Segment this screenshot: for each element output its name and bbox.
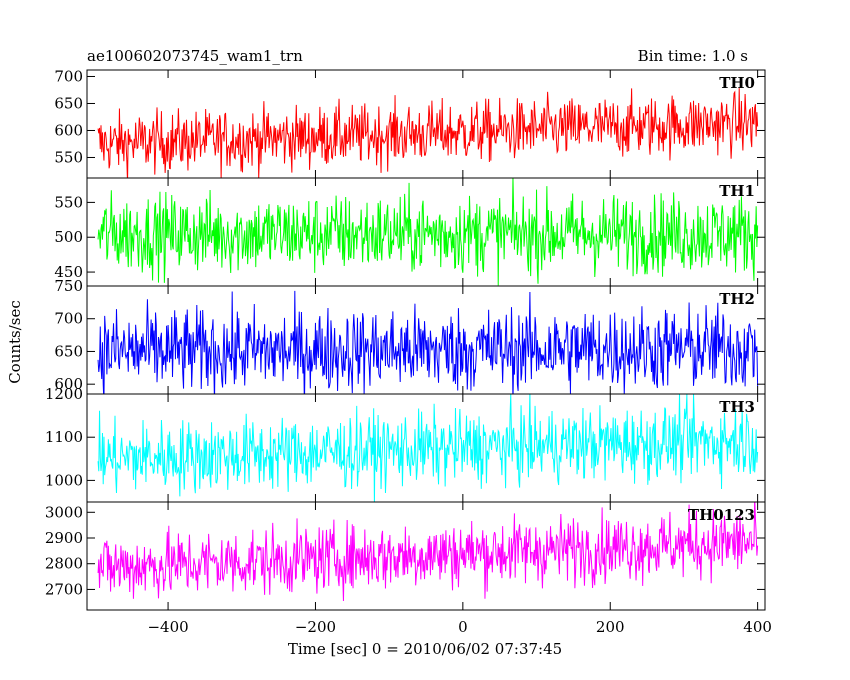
x-axis-label: Time [sec] 0 = 2010/06/02 07:37:45	[288, 640, 562, 658]
panel-label-th2: TH2	[719, 290, 755, 308]
x-tick-label: −200	[295, 618, 336, 636]
y-tick-label: 600	[54, 121, 83, 139]
y-tick-label: 2700	[45, 580, 83, 598]
x-tick-label: 400	[743, 618, 772, 636]
panel-label-th0123: TH0123	[688, 506, 755, 524]
panels-group: 550 600 650 700 TH0 450 500 550 TH1 600 650 700 750 T…	[45, 67, 772, 636]
chart-title: ae100602073745_wam1_trn	[87, 47, 303, 65]
panel-th1: 450 500 550 TH1	[54, 177, 766, 287]
y-tick-label: 550	[54, 148, 83, 166]
series-th0123-line	[97, 502, 759, 602]
y-tick-label: 650	[54, 94, 83, 112]
y-axis-label: Counts/sec	[6, 300, 24, 384]
y-tick-label: 700	[54, 67, 83, 85]
panel-th3: 1000 1100 1200 TH3	[45, 385, 766, 503]
y-tick-label: 3000	[45, 503, 83, 521]
y-tick-label: 750	[54, 277, 83, 295]
panel-frame	[86, 501, 766, 611]
y-tick-label: 550	[54, 193, 83, 211]
series-th3-line	[97, 394, 759, 502]
panel-label-th1: TH1	[719, 182, 755, 200]
panel-th2: 600 650 700 750 TH2	[54, 277, 766, 395]
y-tick-label: 650	[54, 342, 83, 360]
panel-frame	[86, 69, 766, 179]
bin-time-label: Bin time: 1.0 s	[638, 47, 748, 65]
y-tick-label: 1100	[45, 428, 83, 446]
y-tick-label: 500	[54, 228, 83, 246]
y-tick-label: 600	[54, 375, 83, 393]
y-tick-label: 700	[54, 310, 83, 328]
x-tick-label: 0	[458, 618, 468, 636]
series-th1-line	[97, 178, 759, 286]
series-th2-line	[97, 290, 759, 394]
y-tick-label: 2900	[45, 529, 83, 547]
x-tick-label: −400	[147, 618, 188, 636]
y-tick-label: 1000	[45, 471, 83, 489]
y-tick-label: 450	[54, 263, 83, 281]
panel-label-th3: TH3	[719, 398, 755, 416]
y-tick-label: 2800	[45, 555, 83, 573]
panel-th0123: 2700 2800 2900 3000 TH0123	[45, 501, 766, 611]
y-tick-label: 1200	[45, 385, 83, 403]
x-tick-label: 200	[596, 618, 625, 636]
panel-label-th0: TH0	[719, 74, 755, 92]
series-th0-line	[97, 88, 759, 178]
panel-th0: 550 600 650 700 TH0	[54, 67, 766, 179]
